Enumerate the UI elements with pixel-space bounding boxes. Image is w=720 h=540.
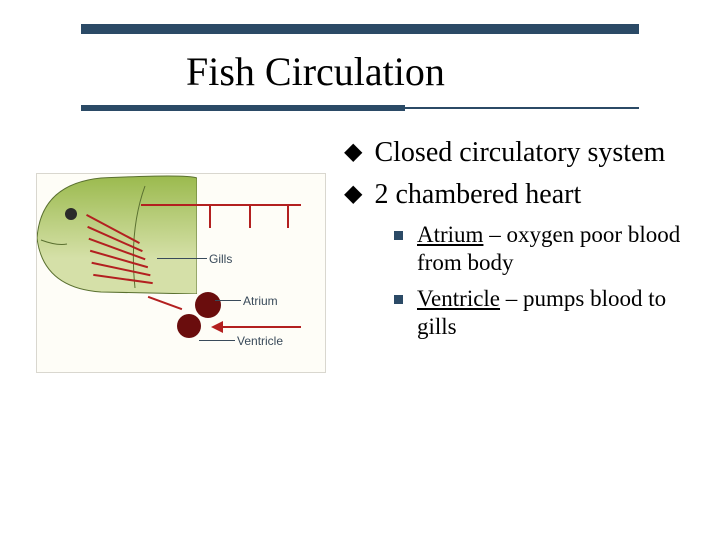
bullet-term: Ventricle (417, 286, 500, 311)
fish-body-shape (37, 174, 197, 294)
diamond-icon: ◆ (344, 179, 362, 209)
arrow-icon (211, 321, 223, 333)
vessel-branch (287, 204, 289, 228)
figure-column: Gills Atrium Ventricle (36, 173, 326, 373)
bullet-l1: ◆ 2 chambered heart (344, 179, 684, 211)
heart-atrium (195, 292, 221, 318)
bullet-l2: Atrium – oxygen poor blood from body (394, 221, 684, 277)
return-vessel (221, 326, 301, 328)
leader-line (215, 300, 241, 301)
bullet-l2-list: Atrium – oxygen poor blood from body Ven… (394, 221, 684, 341)
square-icon (394, 231, 403, 240)
bullet-text: Atrium – oxygen poor blood from body (417, 221, 684, 277)
leader-line (157, 258, 207, 259)
mid-rule (81, 105, 638, 111)
fish-diagram: Gills Atrium Ventricle (36, 173, 326, 373)
mid-rule-thick (81, 105, 404, 111)
label-ventricle: Ventricle (237, 334, 283, 348)
bullet-l1: ◆ Closed circulatory system (344, 137, 684, 169)
bullet-text: 2 chambered heart (374, 179, 581, 211)
label-atrium: Atrium (243, 294, 278, 308)
label-gills: Gills (209, 252, 232, 266)
square-icon (394, 295, 403, 304)
dorsal-vessel (141, 204, 301, 206)
page-title: Fish Circulation (186, 48, 684, 95)
heart-ventricle (177, 314, 201, 338)
body: Gills Atrium Ventricle ◆ Closed circulat… (36, 137, 684, 373)
bullet-term: Atrium (417, 222, 483, 247)
top-rule (81, 24, 638, 34)
bullets-column: ◆ Closed circulatory system ◆ 2 chambere… (344, 137, 684, 373)
slide: Fish Circulation (0, 0, 720, 540)
vessel-branch (249, 204, 251, 228)
vessel-branch (209, 204, 211, 228)
bullet-text: Ventricle – pumps blood to gills (417, 285, 684, 341)
leader-line (199, 340, 235, 341)
bullet-l2: Ventricle – pumps blood to gills (394, 285, 684, 341)
diamond-icon: ◆ (344, 137, 362, 167)
bullet-text: Closed circulatory system (374, 137, 665, 169)
